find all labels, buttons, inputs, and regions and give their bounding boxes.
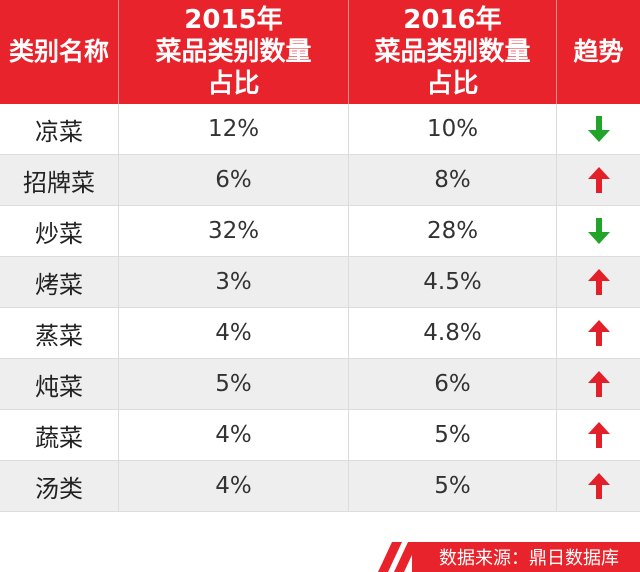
- category-cell: 凉菜: [0, 104, 119, 155]
- trend-cell: [557, 257, 640, 308]
- table-row: 凉菜 12% 10%: [0, 104, 640, 155]
- trend-cell: [557, 410, 640, 461]
- share-2016-cell: 6%: [349, 359, 557, 410]
- share-2016-cell: 5%: [349, 410, 557, 461]
- trend-cell: [557, 206, 640, 257]
- up-arrow-icon: [587, 167, 610, 193]
- category-cell: 汤类: [0, 461, 119, 512]
- table-row: 招牌菜 6% 8%: [0, 155, 640, 206]
- share-2015-cell: 5%: [119, 359, 349, 410]
- up-arrow-icon: [587, 422, 610, 448]
- header-2015-label: 2015年 菜品类别数量 占比: [155, 5, 312, 99]
- share-2015-cell: 4%: [119, 308, 349, 359]
- up-arrow-icon: [587, 320, 610, 346]
- table-row: 烤菜 3% 4.5%: [0, 257, 640, 308]
- share-2016-cell: 8%: [349, 155, 557, 206]
- share-2015-cell: 4%: [119, 410, 349, 461]
- category-cell: 蒸菜: [0, 308, 119, 359]
- share-2016-cell: 5%: [349, 461, 557, 512]
- header-2016: 2016年 菜品类别数量 占比: [349, 0, 557, 104]
- share-2015-cell: 6%: [119, 155, 349, 206]
- category-cell: 烤菜: [0, 257, 119, 308]
- category-cell: 炖菜: [0, 359, 119, 410]
- header-category-label: 类别名称: [8, 37, 109, 66]
- down-arrow-icon: [587, 218, 610, 244]
- header-trend: 趋势: [557, 0, 640, 104]
- table-row: 炖菜 5% 6%: [0, 359, 640, 410]
- table-row: 蒸菜 4% 4.8%: [0, 308, 640, 359]
- header-trend-label: 趋势: [573, 37, 624, 66]
- category-cell: 炒菜: [0, 206, 119, 257]
- share-2015-cell: 32%: [119, 206, 349, 257]
- trend-cell: [557, 104, 640, 155]
- table-row: 蔬菜 4% 5%: [0, 410, 640, 461]
- header-category: 类别名称: [0, 0, 119, 104]
- data-table: 类别名称 2015年 菜品类别数量 占比 2016年 菜品类别数量 占比 趋势 …: [0, 0, 640, 512]
- trend-cell: [557, 308, 640, 359]
- up-arrow-icon: [587, 371, 610, 397]
- trend-cell: [557, 155, 640, 206]
- table-row: 炒菜 32% 28%: [0, 206, 640, 257]
- table-header: 类别名称 2015年 菜品类别数量 占比 2016年 菜品类别数量 占比 趋势: [0, 0, 640, 104]
- trend-cell: [557, 461, 640, 512]
- share-2016-cell: 4.5%: [349, 257, 557, 308]
- header-2016-label: 2016年 菜品类别数量 占比: [374, 5, 531, 99]
- down-arrow-icon: [587, 116, 610, 142]
- category-cell: 蔬菜: [0, 410, 119, 461]
- share-2016-cell: 4.8%: [349, 308, 557, 359]
- header-2015: 2015年 菜品类别数量 占比: [119, 0, 349, 104]
- share-2016-cell: 28%: [349, 206, 557, 257]
- table-row: 汤类 4% 5%: [0, 461, 640, 512]
- footer: 数据来源：鼎日数据库: [0, 514, 640, 572]
- trend-cell: [557, 359, 640, 410]
- stripe-decoration-icon: [378, 542, 412, 572]
- source-label: 数据来源：鼎日数据库: [412, 542, 640, 572]
- up-arrow-icon: [587, 269, 610, 295]
- share-2015-cell: 12%: [119, 104, 349, 155]
- share-2016-cell: 10%: [349, 104, 557, 155]
- share-2015-cell: 4%: [119, 461, 349, 512]
- share-2015-cell: 3%: [119, 257, 349, 308]
- up-arrow-icon: [587, 473, 610, 499]
- category-cell: 招牌菜: [0, 155, 119, 206]
